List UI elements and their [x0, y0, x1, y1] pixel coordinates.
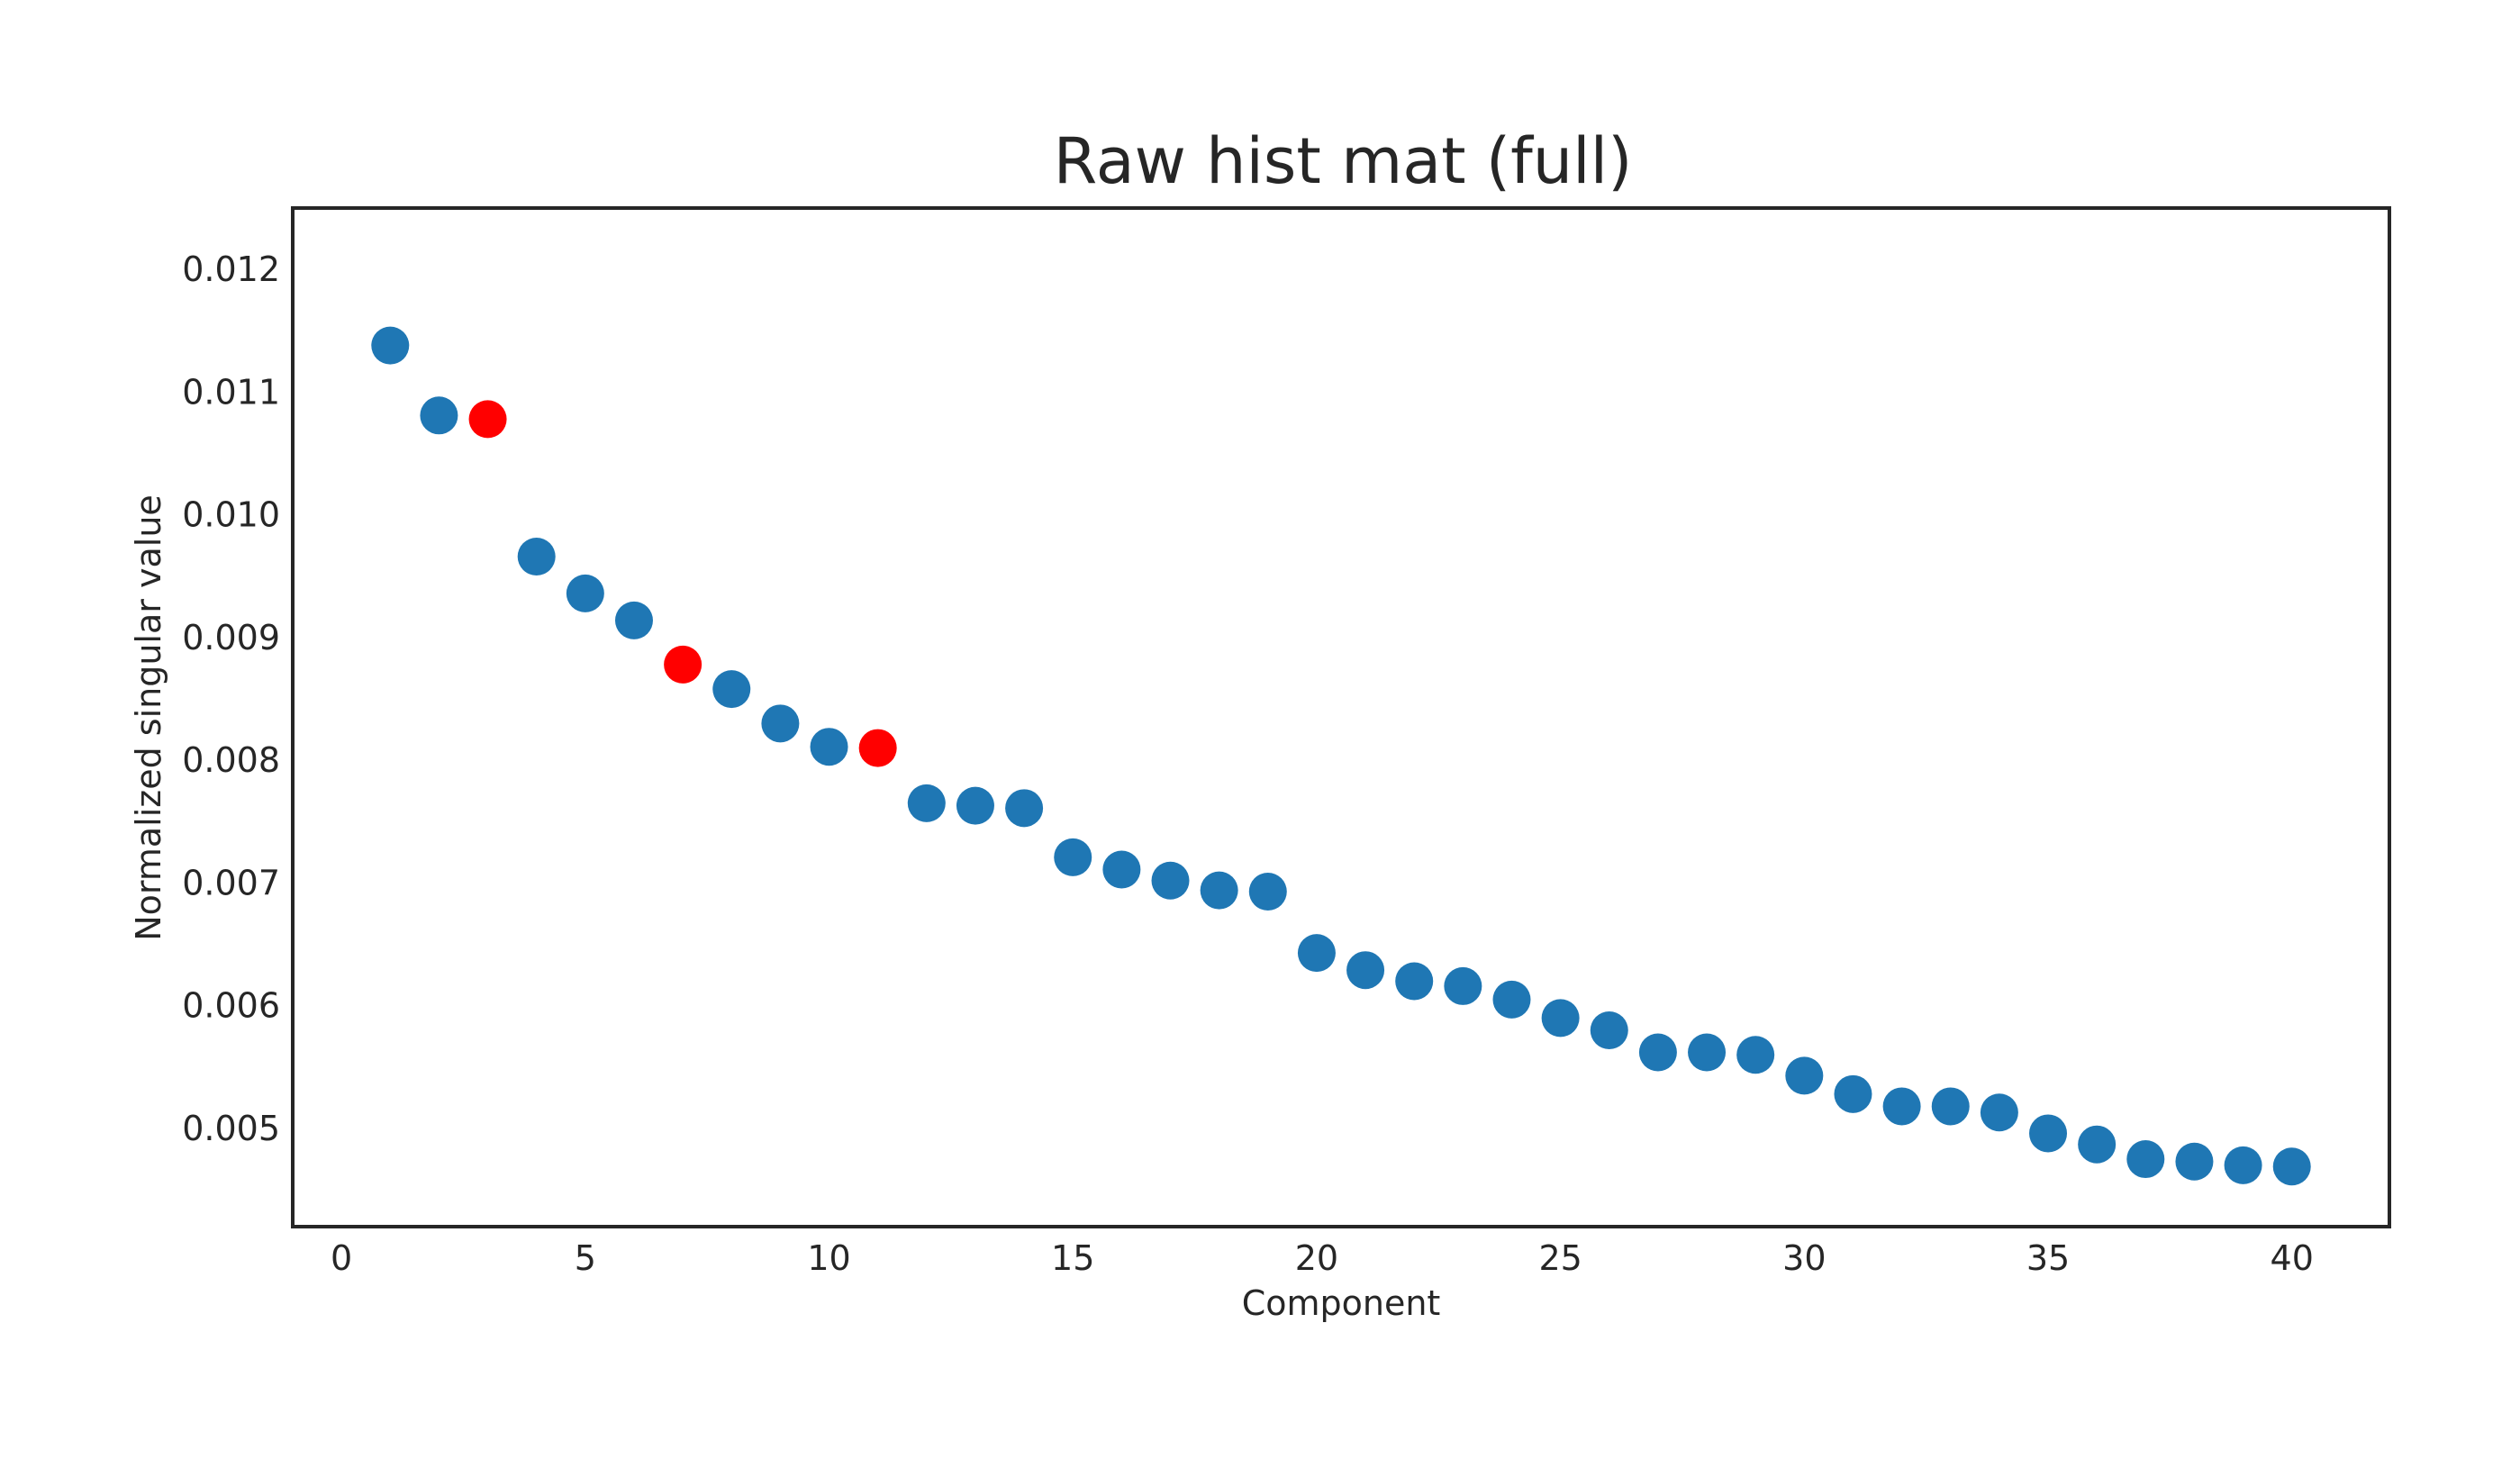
data-point: [1248, 872, 1287, 911]
data-point: [956, 786, 994, 825]
data-point: [761, 704, 800, 743]
data-point: [2175, 1142, 2214, 1181]
data-point: [1785, 1056, 1824, 1095]
data-point: [1151, 861, 1190, 900]
y-tick-label: 0.010: [182, 495, 280, 535]
data-point: [1882, 1087, 1921, 1126]
y-tick-label: 0.008: [182, 740, 280, 780]
data-point: [420, 396, 458, 435]
data-point: [1590, 1010, 1628, 1049]
data-point: [2224, 1146, 2262, 1184]
x-tick-label: 40: [2271, 1238, 2314, 1278]
highlighted-data-point: [664, 645, 703, 684]
plot-frame: [291, 206, 2391, 1228]
data-point: [1200, 871, 1238, 910]
x-axis-ticks: 0 5 10 15 20 25 30 35 40: [331, 1238, 2314, 1278]
x-tick-label: 30: [1782, 1238, 1826, 1278]
data-point: [1736, 1036, 1775, 1074]
data-point: [712, 670, 751, 709]
data-point: [1638, 1033, 1677, 1072]
data-point: [1395, 962, 1434, 1001]
data-point: [1492, 980, 1531, 1019]
x-tick-label: 25: [1538, 1238, 1582, 1278]
data-point: [1102, 850, 1141, 889]
x-tick-label: 15: [1051, 1238, 1094, 1278]
data-point: [1688, 1033, 1727, 1072]
data-point: [517, 537, 556, 575]
x-tick-label: 35: [2026, 1238, 2070, 1278]
y-tick-label: 0.007: [182, 863, 280, 902]
data-point: [2029, 1114, 2068, 1153]
y-axis-label: Normalized singular value: [129, 494, 168, 941]
data-point: [810, 728, 848, 766]
data-point: [1005, 789, 1044, 828]
x-tick-label: 10: [807, 1238, 850, 1278]
data-point: [1541, 999, 1580, 1038]
data-point: [1297, 934, 1336, 973]
data-point: [2126, 1140, 2165, 1179]
y-tick-label: 0.011: [182, 372, 280, 412]
data-point: [614, 601, 653, 639]
x-axis-label: Component: [1242, 1283, 1441, 1323]
data-point: [1444, 966, 1482, 1005]
y-tick-label: 0.009: [182, 618, 280, 657]
y-axis-ticks: 0.005 0.006 0.007 0.008 0.009 0.010 0.011 0.012: [182, 249, 280, 1148]
data-point: [566, 574, 604, 612]
y-tick-label: 0.006: [182, 986, 280, 1026]
data-point: [1834, 1074, 1872, 1113]
highlighted-data-point: [858, 729, 897, 767]
data-point: [371, 326, 410, 365]
data-point: [1346, 951, 1385, 990]
data-point: [1931, 1087, 1970, 1126]
x-tick-label: 0: [331, 1238, 352, 1278]
data-point: [1980, 1093, 2018, 1132]
data-point: [2272, 1147, 2311, 1186]
data-point: [907, 784, 946, 822]
data-point: [2078, 1125, 2117, 1164]
y-tick-label: 0.005: [182, 1109, 280, 1148]
data-point: [1054, 838, 1092, 876]
x-tick-label: 5: [575, 1238, 596, 1278]
x-tick-label: 20: [1295, 1238, 1338, 1278]
chart-title: Raw hist mat (full): [1054, 124, 1633, 198]
y-tick-label: 0.012: [182, 249, 280, 289]
data-points: [371, 326, 2311, 1186]
highlighted-data-point: [468, 400, 507, 439]
